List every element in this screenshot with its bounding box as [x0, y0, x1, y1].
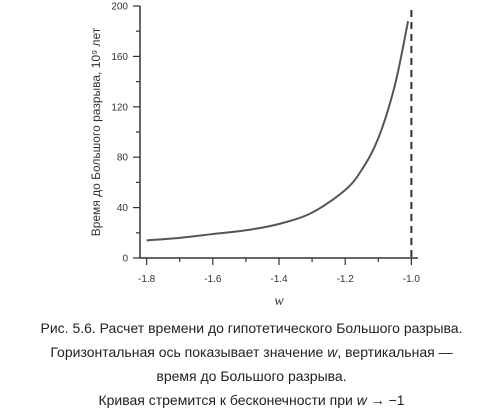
- x-tick-label: -1.2: [337, 274, 355, 285]
- caption-line-4: Кривая стремится к бесконечности при w →…: [0, 388, 503, 412]
- y-tick-label: 40: [117, 203, 129, 214]
- x-tick-label: -1.4: [270, 274, 288, 285]
- y-axis-title: Время до Большого разрыва, 10⁹ лет: [89, 27, 103, 236]
- caption-line-2: Горизонтальная ось показывает значение w…: [0, 340, 503, 364]
- caption-line-4-end: → −1: [366, 392, 405, 408]
- caption-line-4-start: Кривая стремится к бесконечности при: [98, 392, 357, 408]
- x-tick-label: -1.6: [204, 274, 222, 285]
- y-tick-label: 120: [111, 102, 128, 113]
- chart: -1.8 -1.6 -1.4 -1.2 -1.0 0 40 80 120 160 200 w Вр…: [89, 2, 420, 310]
- y-tick-label: 200: [111, 2, 128, 13]
- caption-line-2-start: Горизонтальная ось показывает значение: [50, 344, 328, 360]
- caption-line-1: Рис. 5.6. Расчет времени до гипотетическ…: [40, 320, 463, 336]
- x-tick-label: -1.0: [403, 274, 421, 285]
- y-tick-label: 160: [111, 52, 128, 63]
- y-tick-label: 0: [122, 254, 128, 265]
- x-axis-title: w: [274, 294, 284, 309]
- caption-line-2-end: , вертикальная —: [337, 344, 453, 360]
- chart-axes: [139, 6, 418, 259]
- caption-variable-w: w: [327, 344, 338, 360]
- figure-caption: Рис. 5.6. Расчет времени до гипотетическ…: [0, 316, 503, 412]
- series-line: [146, 20, 410, 242]
- caption-line-3: время до Большого разрыва.: [156, 368, 347, 384]
- y-axis-ticks: 0 40 80 120 160 200: [111, 2, 140, 265]
- plot-area: [146, 10, 413, 258]
- caption-variable-w-2: w: [356, 392, 367, 408]
- y-tick-label: 80: [117, 153, 129, 164]
- x-tick-label: -1.8: [138, 274, 156, 285]
- x-axis-ticks: -1.8 -1.6 -1.4 -1.2 -1.0: [138, 258, 420, 285]
